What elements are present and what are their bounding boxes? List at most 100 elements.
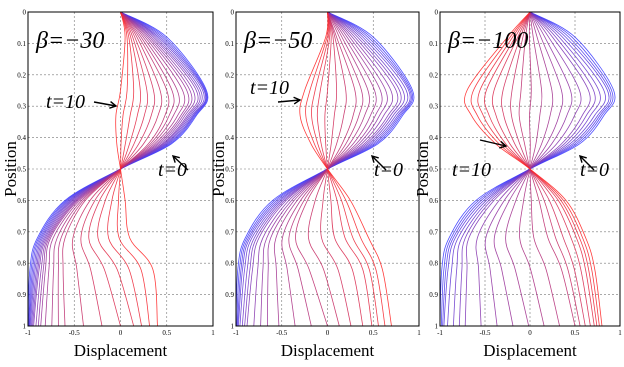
series-line — [239, 11, 409, 327]
beta-annotation: β=−50 — [243, 28, 312, 54]
t-end-arrow-icon — [479, 139, 508, 149]
y-tick-label: 1 — [23, 323, 27, 331]
tick-labels: -1 -0.5 0 0.5 1 0 0.1 0.2 0.3 0.4 0.5 0.6 0.7 0.8 0.9 1 — [429, 9, 622, 338]
t-start-arrow-icon — [171, 155, 189, 171]
series-line — [260, 11, 388, 327]
x-tick-label: 0.5 — [162, 329, 171, 337]
t-start-arrow-icon — [578, 154, 595, 171]
series-line — [33, 11, 199, 327]
series-line — [288, 11, 364, 327]
y-tick-label: 0.2 — [429, 71, 438, 79]
y-axis-label: Position — [413, 141, 432, 197]
series-line — [491, 11, 591, 327]
series-line — [115, 11, 158, 327]
series-line — [464, 11, 603, 327]
x-tick-label: 0 — [326, 329, 330, 337]
t-end-annotation: t=10 — [46, 91, 85, 113]
series-line — [44, 11, 186, 327]
y-tick-label: 0.3 — [429, 103, 438, 111]
y-axis-label: Position — [209, 141, 228, 197]
tick-labels: -1 -0.5 0 0.5 1 0 0.1 0.2 0.3 0.4 0.5 0.6 0.7 0.8 0.9 1 — [225, 9, 421, 338]
series-line — [238, 11, 411, 327]
x-tick-label: -0.5 — [276, 329, 288, 337]
series-line — [62, 11, 170, 327]
y-tick-label: 0.9 — [225, 291, 234, 299]
series-line — [71, 11, 163, 327]
y-tick-label: 0.7 — [225, 228, 234, 236]
series-line — [453, 11, 601, 327]
y-tick-label: 0.4 — [17, 134, 26, 142]
series-line — [28, 11, 208, 327]
y-tick-label: 0.2 — [17, 71, 26, 79]
tick-labels: -1 -0.5 0 0.5 1 0 0.1 0.2 0.3 0.4 0.5 0.6 0.7 0.8 0.9 1 — [17, 9, 215, 338]
series-line — [295, 11, 357, 327]
t-start-arrow-icon — [370, 154, 387, 171]
axes-frame — [439, 11, 621, 327]
y-tick-label: 0.5 — [17, 166, 26, 174]
series-line — [477, 11, 598, 327]
chart-panel-3: -1 -0.5 0 0.5 1 0 0.1 0.2 0.3 0.4 0.5 0.6 0.7 0.8 0.9 1… — [413, 9, 622, 361]
y-tick-label: 0.3 — [17, 103, 26, 111]
x-tick-label: 1 — [618, 329, 622, 337]
series-line — [464, 11, 591, 327]
t-end-annotation: t=10 — [452, 159, 491, 181]
y-tick-label: 0.4 — [225, 134, 234, 142]
y-tick-label: 0.1 — [429, 40, 438, 48]
curve-bundle — [235, 11, 415, 327]
series-line — [35, 11, 196, 327]
series-line — [447, 11, 606, 327]
y-tick-label: 0.8 — [225, 260, 234, 268]
t-start-annotation: t=0 — [580, 159, 609, 181]
series-line — [237, 11, 412, 327]
series-line — [458, 11, 596, 327]
series-line — [32, 11, 201, 327]
series-line — [443, 11, 610, 327]
series-line — [116, 11, 150, 327]
series-line — [324, 11, 364, 327]
series-line — [80, 11, 156, 327]
chart-panel-1: -1 -0.5 0 0.5 1 0 0.1 0.2 0.3 0.4 0.5 0.6 0.7 0.8 0.9 1… — [1, 9, 215, 361]
x-tick-label: 1 — [211, 329, 215, 337]
x-tick-label: 1 — [417, 329, 421, 337]
y-tick-label: 0.2 — [225, 71, 234, 79]
y-tick-label: 0.3 — [225, 103, 234, 111]
y-tick-label: 0.6 — [429, 197, 438, 205]
y-tick-label: 1 — [435, 323, 439, 331]
x-tick-label: -0.5 — [479, 329, 491, 337]
series-line — [305, 11, 386, 327]
y-tick-label: 1 — [231, 323, 235, 331]
series-line — [470, 11, 600, 327]
y-tick-label: 0.9 — [17, 291, 26, 299]
x-tick-label: -1 — [437, 329, 443, 337]
x-tick-label: 0.5 — [369, 329, 378, 337]
series-line — [528, 11, 560, 327]
x-tick-label: 0 — [528, 329, 532, 337]
series-line — [307, 11, 347, 327]
series-line — [505, 11, 554, 327]
series-line — [501, 11, 586, 327]
series-line — [440, 11, 614, 327]
curve-bundle — [439, 11, 616, 327]
series-line — [31, 11, 203, 327]
t-end-annotation: t=10 — [250, 77, 289, 99]
x-tick-label: 0.5 — [571, 329, 580, 337]
t-end-arrow-icon — [93, 101, 118, 109]
series-line — [88, 11, 149, 327]
series-line — [40, 11, 190, 327]
series-line — [311, 11, 379, 327]
chart-panel-2: -1 -0.5 0 0.5 1 0 0.1 0.2 0.3 0.4 0.5 0.6 0.7 0.8 0.9 1… — [209, 9, 421, 361]
series-line — [57, 11, 175, 327]
series-line — [267, 11, 383, 327]
series-line — [493, 11, 564, 327]
series-line — [30, 11, 205, 327]
x-axis-label: Displacement — [74, 341, 168, 360]
y-tick-label: 0.6 — [225, 197, 234, 205]
series-line — [484, 11, 573, 327]
series-line — [37, 11, 193, 327]
y-tick-label: 0.8 — [17, 260, 26, 268]
series-line — [235, 11, 415, 327]
y-tick-label: 0 — [23, 9, 27, 17]
series-line — [518, 11, 576, 327]
series-line — [439, 11, 616, 327]
x-axis-label: Displacement — [483, 341, 577, 360]
